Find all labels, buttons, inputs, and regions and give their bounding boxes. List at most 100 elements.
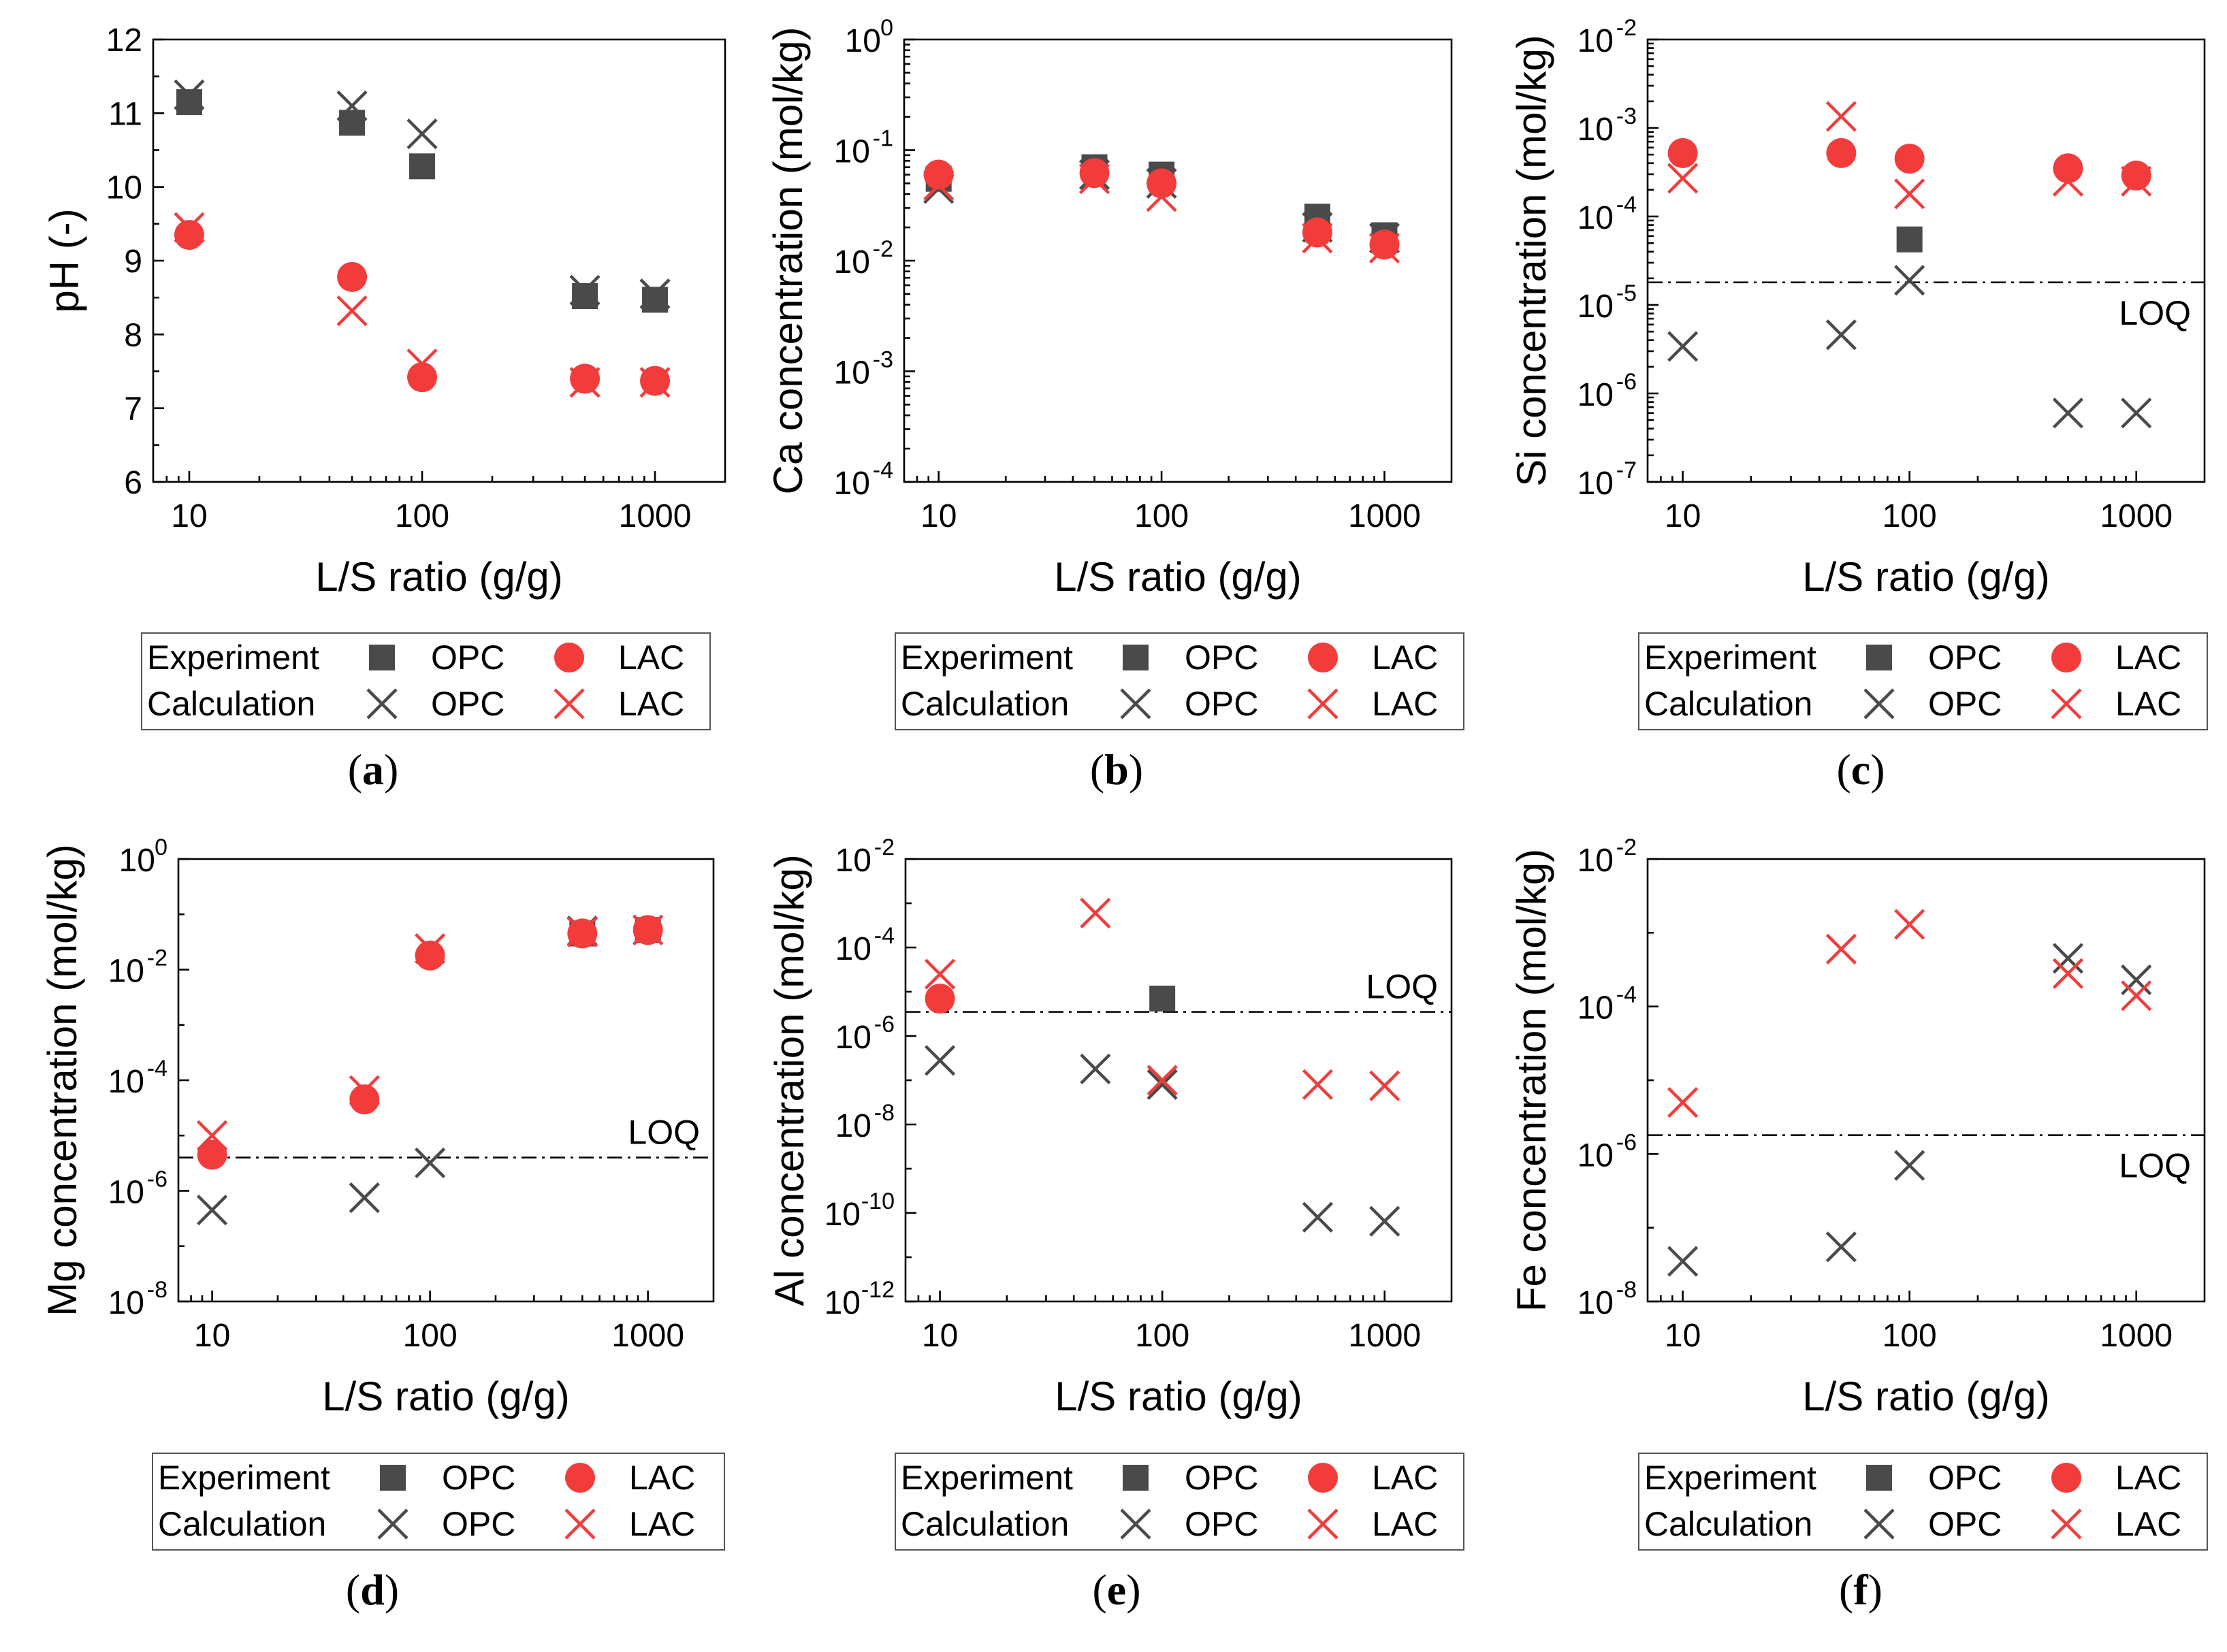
y-axis-label: Si concentration (mol/kg) [1509,35,1554,487]
data-point [1894,1150,1925,1181]
y-tick-label: 10 [1577,990,1614,1026]
loq-label: LOQ [628,1114,700,1152]
data-point [639,278,671,310]
data-point [1079,158,1110,189]
data-point [349,1084,380,1115]
data-point [2121,165,2152,197]
x-tick-label: 10 [1665,1318,1701,1354]
plot-frame [177,858,715,1303]
data-point [1302,223,1333,254]
legend-opc-label: OPC [1185,685,1258,723]
data-point [1894,144,1925,174]
data-point [1667,1087,1699,1118]
y-tick-label: 10 [108,1175,144,1211]
data-point [2121,980,2152,1011]
x-tick-label: 1000 [619,498,692,534]
y-tick-label: 10 [834,134,870,170]
data-point [415,933,446,965]
x-tick-label: 10 [171,498,207,534]
data-point [1667,1246,1699,1277]
data-point [2121,398,2152,429]
x-axis-label: L/S ratio (g/g) [1802,1374,2050,1419]
y-tick-exponent: -3 [873,347,893,373]
y-tick-exponent: -6 [1616,369,1637,395]
loq-label: LOQ [2119,294,2191,332]
panel-caption: (b) [1090,745,1143,794]
legend-calculation-label: Calculation [158,1505,326,1543]
data-point [924,1045,956,1076]
legend-opc-label: OPC [1928,638,2002,677]
data-point [2053,153,2083,184]
y-axis-label: Al concentration (mol/kg) [767,854,812,1306]
y-tick-label: 10 [1577,200,1614,236]
data-point [1825,101,1857,132]
x-tick-label: 1000 [1348,498,1421,534]
data-point [2052,165,2084,197]
y-tick-label: 6 [124,465,142,501]
x-axis-label: L/S ratio (g/g) [1802,554,2050,600]
legend-cross-marker [1863,688,1895,719]
y-tick-label: 10 [1577,1285,1614,1321]
legend-experiment-label: Experiment [901,1459,1073,1497]
legend-experiment-label: Experiment [901,638,1073,677]
y-axis-label: Mg concentration (mol/kg) [39,844,85,1316]
data-point [407,362,438,393]
data-point [923,159,954,190]
legend-circle-marker [2051,643,2081,673]
legend-opc-label: OPC [1185,638,1258,677]
panel-caption: (e) [1092,1566,1140,1614]
legend-cross-marker [1120,688,1151,719]
data-point [924,958,956,990]
data-point [1147,1069,1178,1100]
y-tick-exponent: 0 [155,835,167,860]
data-point [2052,398,2084,429]
x-tick-label: 1000 [2100,498,2173,534]
y-tick-exponent: -2 [1616,835,1637,860]
x-tick-label: 1000 [1348,1318,1421,1354]
data-point [174,220,204,250]
data-point [2052,943,2084,974]
legend-square-marker [1866,645,1892,670]
y-tick-label: 10 [106,170,142,206]
data-point [1667,137,1698,168]
x-tick-label: 100 [1134,498,1189,534]
legend-lac-label: LAC [629,1459,695,1497]
legend-box [1638,1453,2208,1551]
legend-opc-label: OPC [442,1505,515,1543]
x-axis-label: L/S ratio (g/g) [322,1374,570,1419]
y-tick-label: 10 [1577,843,1614,879]
legend-lac-label: LAC [1372,1459,1438,1497]
data-point [174,79,205,110]
data-point [1369,1205,1400,1237]
legend-calculation-label: Calculation [901,685,1069,723]
plot-frame [1646,858,2206,1303]
legend-cross-marker [554,688,585,719]
loq-label: LOQ [2119,1147,2191,1185]
data-point [349,1075,380,1106]
y-tick-label: 10 [119,843,155,879]
legend-cross-marker [377,1508,408,1540]
data-point [1667,163,1699,194]
y-tick-exponent: -4 [147,1056,167,1082]
legend-square-marker [1866,1465,1892,1491]
legend-lac-label: LAC [2115,685,2181,723]
data-point [406,349,438,380]
y-tick-exponent: -3 [1616,103,1637,129]
x-tick-label: 100 [1135,1318,1189,1354]
legend-lac-label: LAC [618,685,684,723]
y-tick-label: 11 [108,96,142,132]
data-point [923,169,955,201]
legend-cross-marker [366,688,398,719]
panel-caption: (d) [346,1566,399,1614]
legend-cross-marker [1120,1508,1151,1540]
x-tick-label: 100 [403,1318,458,1354]
legend-experiment-label: Experiment [147,638,319,677]
data-point [1369,1070,1400,1101]
legend-opc-label: OPC [1928,1505,2002,1543]
data-point [1147,168,1177,199]
legend-square-marker [369,645,395,670]
legend-circle-marker [1308,643,1338,673]
data-point [196,1195,228,1226]
y-tick-label: 10 [1577,1137,1614,1173]
